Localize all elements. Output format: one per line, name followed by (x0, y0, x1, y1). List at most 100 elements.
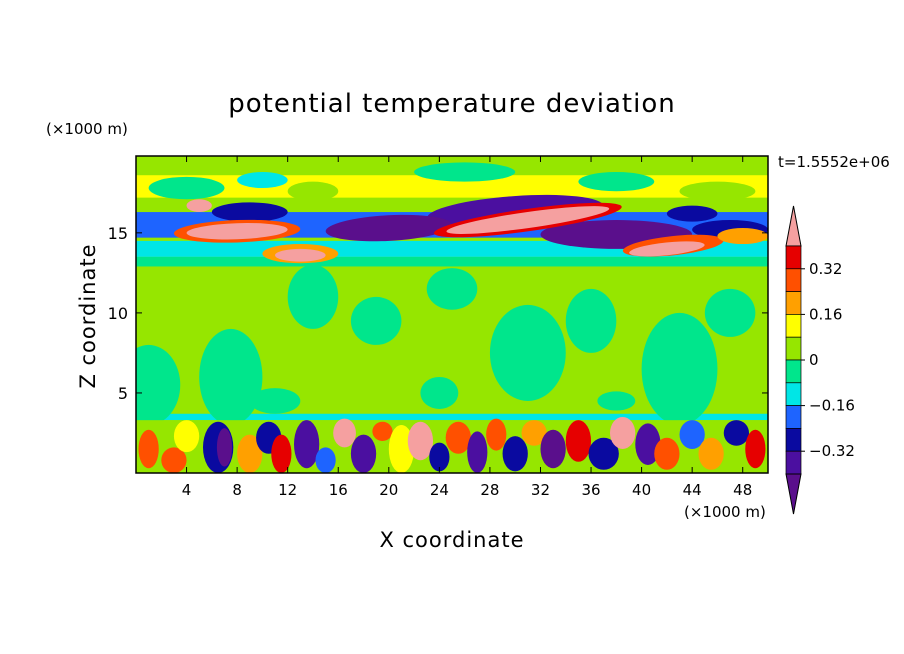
colorbar-box (785, 245, 802, 270)
contour-patch (211, 202, 288, 222)
y-tick-label: 15 (108, 224, 128, 243)
y-unit-label: (×1000 m) (46, 120, 128, 138)
colorbar-box (785, 450, 802, 475)
y-axis-label: Z coordinate (76, 243, 100, 388)
contour-patch (521, 420, 547, 446)
x-tick-label: 32 (531, 481, 550, 499)
contour-patch (540, 429, 566, 469)
contour-patch (578, 172, 655, 192)
contour-patch (216, 428, 233, 467)
x-tick-label: 4 (182, 481, 192, 499)
contour-patch (723, 420, 750, 446)
field-contours (136, 156, 768, 473)
contour-patch (372, 421, 393, 441)
plot-frame (135, 155, 769, 474)
y-axis: 5 10 15 (108, 224, 768, 403)
contour-patch (136, 344, 181, 425)
contour-patch (173, 420, 200, 453)
colorbar-box (785, 336, 802, 361)
band-minus-008-low (136, 413, 768, 421)
x-tick-label: 40 (632, 481, 651, 499)
x-unit-label: (×1000 m) (684, 503, 766, 521)
colorbar-box (785, 291, 802, 315)
contour-patch (489, 304, 566, 401)
contour-patch (420, 376, 459, 409)
contour-patch (388, 424, 415, 473)
contour-patch (679, 420, 705, 449)
contour-patch (161, 447, 187, 473)
contour-patch (445, 421, 471, 454)
x-axis-label: X coordinate (379, 528, 524, 552)
contour-patch (502, 436, 528, 472)
y-tick-label: 10 (108, 304, 128, 323)
contour-patch (294, 420, 320, 469)
contour-patch (429, 442, 450, 472)
contour-patch (275, 248, 326, 262)
x-tick-label: 48 (733, 481, 752, 499)
contour-patch (704, 288, 756, 337)
colorbar-label: 0.16 (809, 305, 842, 323)
plot-area (136, 156, 768, 473)
x-tick-label: 36 (581, 481, 600, 499)
colorbar-box (785, 314, 802, 338)
colorbar-label: 0 (809, 351, 819, 369)
contour-patch (407, 421, 434, 461)
x-tick-label: 20 (379, 481, 398, 499)
contour-patch (237, 434, 263, 473)
contour-patch (610, 416, 636, 449)
time-label: t=1.5552e+06 (778, 153, 890, 171)
contour-patch (414, 162, 516, 182)
contour-patch (186, 223, 288, 240)
contour-patch (565, 420, 592, 462)
contour-patch (654, 437, 680, 470)
contour-patch (325, 214, 452, 242)
x-tick-label: 8 (232, 481, 242, 499)
contour-patch (597, 391, 636, 411)
contour-patch (679, 181, 756, 201)
x-axis: 4 8 12 16 20 24 28 32 36 40 44 48 (182, 156, 752, 499)
contour-patch (333, 418, 356, 448)
contour-patch (588, 437, 619, 470)
x-tick-label: 44 (683, 481, 702, 499)
colorbar: 0.32 0.16 0 −0.16 −0.32 (785, 205, 855, 515)
colorbar-label: −0.32 (809, 442, 855, 460)
contour-patch (698, 437, 724, 470)
contour-patch (629, 241, 705, 257)
chart-title: potential temperature deviation (228, 89, 675, 119)
contour-patch (486, 418, 507, 451)
contour-patch (446, 206, 610, 234)
contour-patch (745, 429, 766, 469)
contour-patch (199, 328, 263, 425)
contour-patch (186, 199, 212, 213)
contour-patch (717, 228, 768, 245)
contour-patch (350, 434, 377, 473)
contour-patch (148, 176, 225, 200)
contour-patch (287, 264, 339, 329)
contour-patch (271, 434, 292, 473)
contour-patch (666, 205, 718, 222)
contour-patch (138, 429, 159, 469)
colorbar-label: −0.16 (809, 397, 855, 415)
contour-patch (287, 181, 339, 201)
contour-patch (249, 388, 301, 414)
colorbar-min-triangle (785, 473, 802, 515)
colorbar-box (785, 268, 802, 292)
y-tick-label: 5 (118, 384, 128, 403)
contour-patch (641, 312, 718, 425)
x-tick-label: 24 (430, 481, 449, 499)
colorbar-box (785, 359, 802, 384)
x-tick-label: 28 (480, 481, 499, 499)
contour-patch (237, 172, 288, 189)
x-tick-label: 16 (329, 481, 348, 499)
zero-band (136, 256, 768, 267)
colorbar-box (785, 382, 802, 406)
x-tick-label: 12 (278, 481, 297, 499)
contour-patch (635, 423, 661, 465)
contour-patch (315, 447, 336, 473)
contour-patch (467, 431, 488, 473)
colorbar-box (785, 428, 802, 452)
colorbar-box (785, 405, 802, 429)
colorbar-max-triangle (785, 205, 802, 247)
colorbar-label: 0.32 (809, 260, 842, 278)
